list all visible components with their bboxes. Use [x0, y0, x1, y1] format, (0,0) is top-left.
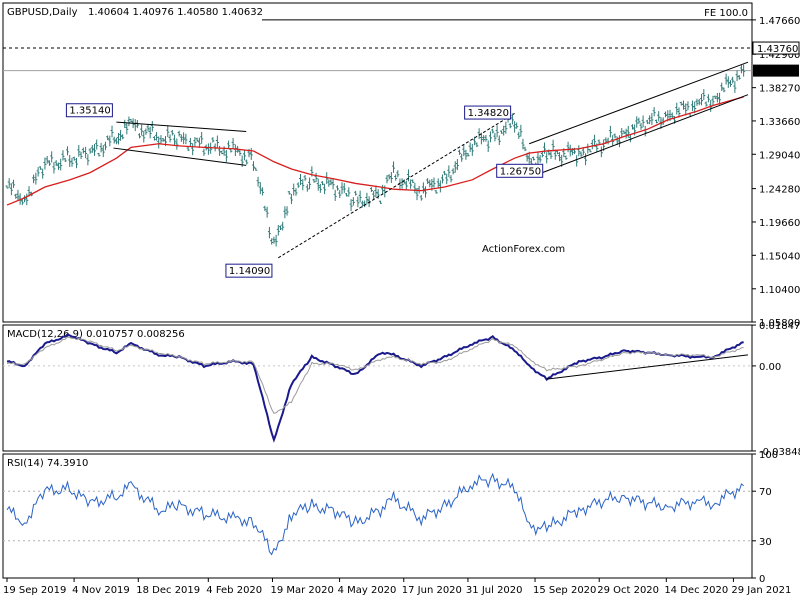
- x-axis-label: 14 Dec 2020: [664, 585, 728, 596]
- price-axis-label: 1.47660: [759, 16, 800, 27]
- channel-bottom-line: [542, 94, 749, 174]
- panel-frame-2: [2, 324, 753, 452]
- price-axis-label: 1.38270: [759, 84, 800, 95]
- rsi-axis-label: 0: [759, 574, 765, 585]
- x-axis-label: 19 Mar 2020: [270, 585, 333, 596]
- macd-axis-label: 0.00: [759, 362, 781, 373]
- price-axis-label: 1.42900: [759, 50, 800, 61]
- price-axis-label: 1.29040: [759, 150, 800, 161]
- annotation-label-4: 1.26750: [500, 166, 541, 177]
- annotation-label-2: 1.14090: [229, 266, 270, 277]
- macd-axis-label: -0.038486: [759, 447, 800, 458]
- rsi-axis-label: 70: [759, 487, 772, 498]
- annotation-label-3: 1.34820: [468, 108, 509, 119]
- sma-line: [6, 96, 744, 206]
- annotation-box-4: [496, 163, 544, 178]
- channel-top-line: [529, 61, 749, 145]
- x-axis-label: 31 Jul 2020: [466, 585, 523, 596]
- watermark: ActionForex.com: [482, 244, 565, 255]
- x-axis-label: 17 Jun 2020: [402, 585, 462, 596]
- consolidation-top-line: [116, 121, 247, 132]
- x-axis-label: 4 May 2020: [338, 585, 397, 596]
- price-axis-label: 1.19660: [759, 218, 800, 229]
- price-axis-label: 1.05800: [759, 318, 800, 329]
- x-axis-label: 4 Feb 2020: [206, 585, 262, 596]
- rsi-series: [6, 472, 744, 556]
- price-axis-label: 1.33660: [759, 117, 800, 128]
- chart-symbol: GBPUSD,Daily: [7, 7, 78, 18]
- annotation-label-1: 1.35140: [69, 106, 110, 117]
- price-tag-bg: [752, 41, 800, 55]
- macd-axis-label: 0.018471: [759, 321, 800, 332]
- x-axis-label: 18 Dec 2019: [136, 585, 200, 596]
- consolidation-bottom-line: [113, 147, 247, 166]
- x-axis-label: 29 Jan 2021: [731, 585, 791, 596]
- rsi-axis-label: 100: [759, 450, 778, 461]
- price-tag-current: 1.40632: [757, 67, 798, 78]
- macd-title: MACD(12,26,9) 0.010757 0.008256: [7, 329, 185, 340]
- x-axis-label: 4 Nov 2019: [72, 585, 130, 596]
- macd-series-signal: [6, 336, 744, 414]
- macd-series-macd: [6, 333, 744, 443]
- price-axis-label: 1.15040: [759, 251, 800, 262]
- price-bars: [5, 64, 746, 247]
- x-axis-label: 15 Sep 2020: [533, 585, 596, 596]
- price-axis-label: 1.10400: [759, 285, 800, 296]
- panel-frame-1: [2, 2, 753, 323]
- macd-trend-line: [546, 354, 749, 380]
- recovery-dashed-line: [278, 112, 515, 259]
- panel-frame-3: [2, 453, 753, 579]
- annotation-box-2: [225, 263, 273, 278]
- price-tag: 1.43760: [757, 44, 798, 55]
- rsi-axis-label: 30: [759, 537, 772, 548]
- x-axis-label: 29 Oct 2020: [597, 585, 659, 596]
- price-tag-current-bg: [753, 64, 799, 77]
- annotation-box-3: [464, 105, 512, 120]
- price-axis-label: 1.24280: [759, 185, 800, 196]
- rsi-title: RSI(14) 74.3910: [7, 458, 88, 469]
- annotation-box-1: [65, 103, 113, 118]
- chart-ohlc: 1.40604 1.40976 1.40580 1.40632: [88, 7, 263, 18]
- x-axis-label: 19 Sep 2019: [3, 585, 66, 596]
- fe-level-label: FE 100.0: [704, 8, 748, 19]
